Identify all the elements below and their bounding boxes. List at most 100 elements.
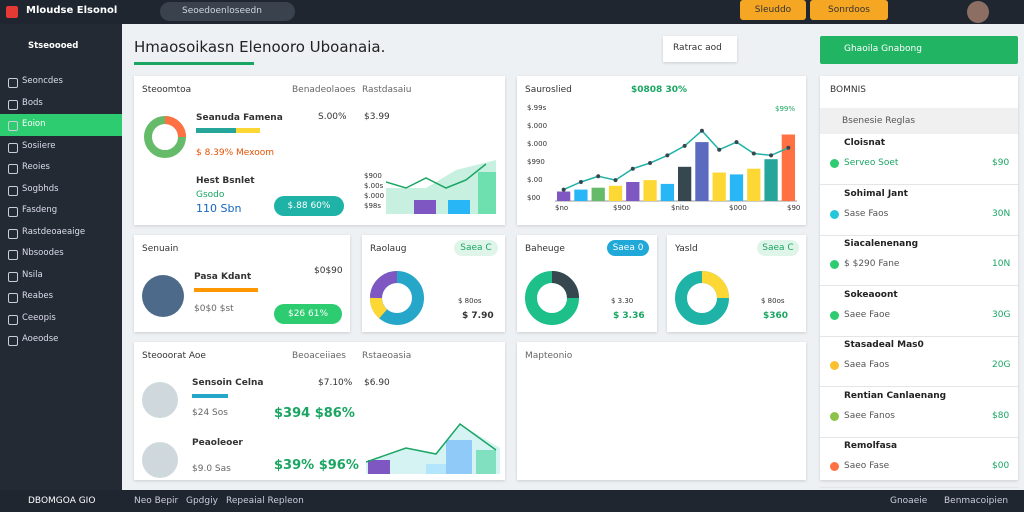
bar — [678, 166, 692, 201]
x-label: $000 — [729, 204, 747, 212]
item-sub: $ $290 Fane — [844, 259, 900, 269]
search-box[interactable]: Seoedoenloseedn — [160, 2, 295, 21]
chart-card: Sauroslied $0808 30% $99% $.99s $.000 $.00… — [517, 76, 806, 225]
name: Peaoleoer — [192, 438, 243, 448]
item-value: $90 — [992, 158, 1010, 168]
footer-link[interactable]: Gpdgiy — [186, 496, 218, 506]
top-button[interactable]: Sonrdoos — [810, 0, 888, 20]
item-value: $80 — [992, 410, 1010, 421]
trend-point — [751, 151, 756, 156]
footer-link[interactable]: Repeaial Repleon — [226, 496, 304, 506]
active-item — [0, 114, 122, 136]
status-dot — [830, 159, 839, 168]
item-sub: Saee Fanos — [844, 410, 895, 421]
action-label: Ghaoila Gnabong — [844, 44, 922, 54]
top-button[interactable]: Sleuddo — [740, 0, 806, 20]
menu-item[interactable]: Reabes — [22, 291, 54, 301]
sub: $0$0 $st — [194, 304, 234, 314]
menu-item[interactable]: Fasdeng — [22, 205, 58, 215]
menu-item[interactable]: Nbsoodes — [22, 248, 64, 258]
menu-item[interactable]: Reoies — [22, 162, 50, 172]
bar — [608, 185, 623, 201]
menu-item[interactable]: Ceeopis — [22, 312, 56, 323]
sub: $24 Sos — [192, 408, 228, 418]
item-title: Sokeaoont — [844, 289, 898, 300]
name: Seanuda Famena — [196, 113, 283, 123]
bar — [712, 172, 726, 201]
panel-item[interactable] — [820, 336, 1018, 387]
trend-line — [563, 129, 789, 191]
label: $ 3.30 — [611, 297, 634, 305]
pill: Saea C — [757, 240, 799, 256]
axis-label: $.00s — [364, 182, 384, 190]
x-label: $900 — [613, 204, 631, 212]
status-dot — [830, 411, 839, 421]
panel-item[interactable] — [820, 185, 1018, 236]
item-value: 10N — [992, 259, 1011, 269]
big: $394 $86% — [274, 406, 355, 421]
photo — [142, 275, 184, 317]
item-sub: Saee Faoe — [844, 309, 891, 320]
y-label: $990 — [527, 158, 545, 166]
donut-card: Yasld Saea C $ 80os $360 — [667, 235, 806, 332]
axis-label: $98s — [364, 202, 382, 210]
trend-point — [596, 174, 601, 179]
avatar[interactable] — [967, 1, 989, 23]
bar — [660, 183, 674, 201]
menu-item[interactable]: Bods — [22, 97, 43, 108]
sidebar: Stseoooed Seoncdes Bods Eoion Sosiiere Reoie… — [0, 24, 122, 490]
person-card: Senuain Pasa Kdant $0$90 $0$0 $st $26 61… — [134, 235, 350, 332]
panel-item[interactable] — [820, 134, 1018, 185]
menu-item[interactable]: Rastdeoaeaige — [22, 226, 86, 237]
donut — [370, 271, 424, 325]
item-title: Siacalenenang — [844, 239, 919, 249]
photo — [142, 442, 178, 478]
item-sub: Serveo Soet — [844, 158, 899, 168]
filter[interactable]: Bsenesie Reglas — [820, 108, 1018, 134]
amount: $3.99 — [364, 112, 390, 122]
menu-item[interactable]: Nsila — [22, 269, 43, 280]
panel-item[interactable] — [820, 387, 1018, 438]
sub: Gsodo — [196, 190, 225, 200]
footer-link[interactable]: Benmacoipien — [944, 496, 1009, 506]
panel-item[interactable] — [820, 437, 1018, 488]
menu-item[interactable]: Seoncdes — [22, 76, 63, 86]
footer-link[interactable]: Gnoaeie — [890, 496, 928, 506]
footer-brand: DBOMGOA GIO — [28, 496, 96, 506]
bar — [626, 182, 640, 201]
progress — [194, 288, 258, 292]
panel-item[interactable] — [820, 235, 1018, 286]
menu-icon — [8, 142, 18, 153]
label: $ 80os — [458, 297, 482, 305]
col-head: Benadeolaoes — [292, 85, 356, 95]
card-title: Senuain — [142, 244, 179, 254]
search-button[interactable]: Ratrac aod — [663, 36, 737, 62]
panel-item[interactable] — [820, 286, 1018, 337]
menu-item[interactable]: Sogbhds — [22, 183, 59, 194]
summary-card: Steoomtoa Benadeolaoes Rastdasaiu Seanud… — [134, 76, 505, 225]
menu-item[interactable]: Eoion — [22, 119, 46, 129]
bar — [695, 142, 709, 201]
card-title: Mapteonio — [525, 351, 573, 361]
bar — [591, 187, 605, 201]
trend-point — [648, 161, 653, 165]
item-value: $00 — [992, 461, 1010, 471]
footer-link[interactable]: Neo Bepir — [134, 496, 179, 506]
amount: $0$90 — [314, 266, 343, 276]
pill: Saea C — [454, 240, 498, 256]
card-title: Steooorat Aoe — [142, 351, 206, 361]
y-label: $.99s — [527, 104, 547, 112]
trend-point — [682, 143, 687, 148]
footer: DBOMGOA GIO Neo Bepir Gpdgiy Repeaial Re… — [0, 490, 1024, 512]
name: Pasa Kdant — [194, 272, 252, 282]
item-value: 20G — [992, 360, 1011, 370]
menu-icon — [8, 271, 18, 282]
label: $ 80os — [761, 297, 785, 305]
bar — [643, 180, 657, 201]
action-button[interactable]: Ghaoila Gnabong — [820, 36, 1018, 64]
menu-item[interactable]: Aoeodse — [22, 334, 59, 344]
list-card: Steooorat Aoe Beoaceiiaes Rstaeoasia Sen… — [134, 342, 505, 480]
col-head: Beoaceiiaes — [292, 351, 346, 361]
item-sub: Saea Faos — [844, 360, 890, 370]
menu-item[interactable]: Sosiiere — [22, 140, 56, 151]
